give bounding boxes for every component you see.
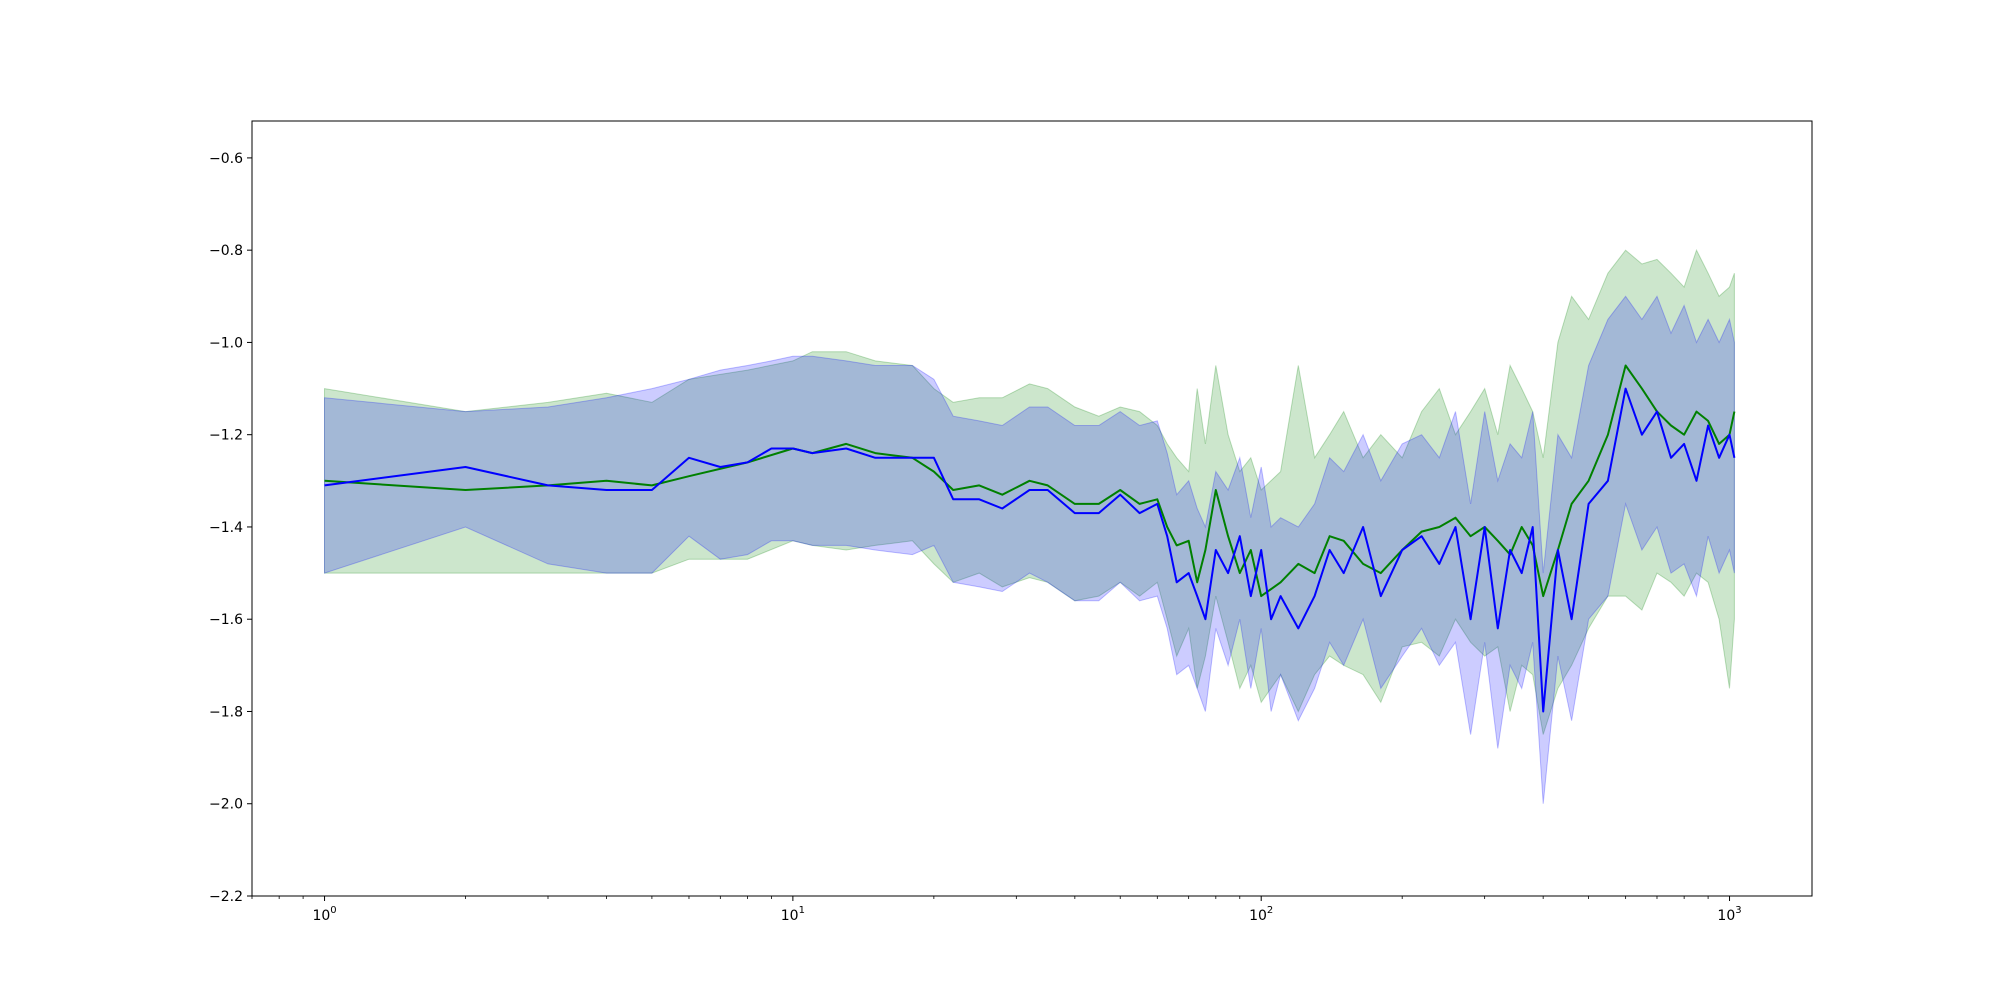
series-1-line (324, 364, 1736, 598)
series-2-band (324, 295, 1735, 804)
y-tick-label: −0.8 (209, 243, 243, 259)
y-tick-label: −2.0 (209, 797, 243, 813)
series-lines (324, 364, 1736, 713)
series-1-band (324, 248, 1735, 735)
y-axis: −2.2 −2.0 −1.8 −1.6 −1.4 −1.2 −1.0 −0.8 −0.6 (209, 151, 252, 905)
y-tick-label: −2.2 (209, 889, 243, 905)
confidence-bands (324, 248, 1735, 804)
y-tick-label: −1.4 (209, 520, 243, 536)
axes-frame (251, 120, 1813, 897)
x-tick-label: 101 (781, 905, 805, 924)
series-2-line (324, 387, 1736, 713)
y-tick-label: −0.6 (209, 151, 243, 167)
y-tick-label: −1.2 (209, 428, 243, 444)
x-tick-label: 100 (312, 905, 336, 924)
x-tick-label: 102 (1249, 905, 1273, 924)
plot-area (324, 248, 1736, 804)
y-tick-label: −1.6 (209, 612, 243, 628)
x-tick-label: 103 (1717, 905, 1741, 924)
y-tick-label: −1.0 (209, 335, 243, 351)
x-axis: 100 101 102 103 (251, 896, 1742, 924)
y-tick-label: −1.8 (209, 704, 243, 720)
